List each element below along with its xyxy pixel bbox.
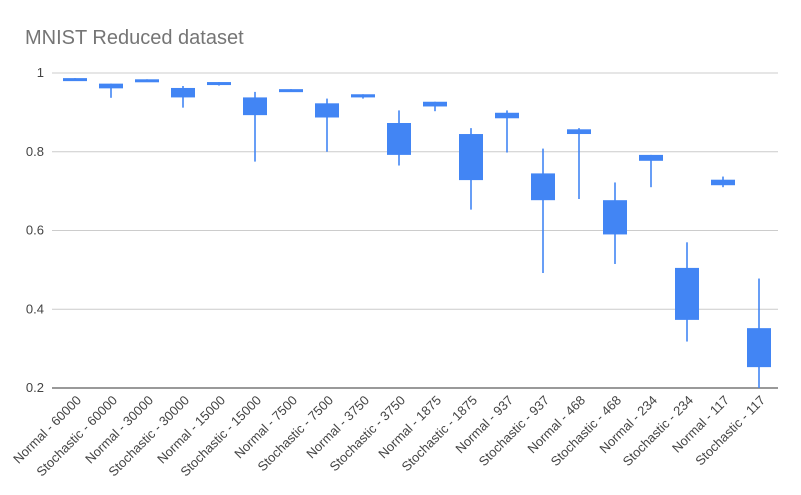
candle-body [711, 179, 735, 186]
y-tick-label: 0.8 [26, 144, 44, 159]
candle-body [315, 103, 339, 118]
candlestick [747, 278, 771, 388]
y-tick-label: 0.6 [26, 223, 44, 238]
candlestick [243, 91, 267, 162]
candle-body [423, 101, 447, 107]
candlestick [351, 94, 375, 99]
candlestick [315, 98, 339, 152]
gridlines [52, 72, 778, 389]
candlestick [387, 110, 411, 166]
candle-body [459, 134, 483, 181]
candlestick [63, 78, 87, 82]
candle-body [567, 129, 591, 135]
candlestick [459, 128, 483, 210]
candle-body [99, 83, 123, 89]
chart-title: MNIST Reduced dataset [25, 27, 244, 49]
candlestick [639, 154, 663, 188]
candle-body [171, 87, 195, 98]
candle-body [387, 123, 411, 155]
candlestick [171, 85, 195, 108]
candlestick [603, 182, 627, 264]
candlestick [279, 89, 303, 93]
candle-body [531, 173, 555, 201]
candle-body [351, 94, 375, 98]
candle-body [603, 200, 627, 235]
candle-body [279, 89, 303, 93]
candle-body [63, 78, 87, 82]
candlestick [711, 176, 735, 188]
y-axis-ticks: 0.2 0.4 0.6 0.8 1 [26, 65, 44, 395]
candlestick [567, 128, 591, 199]
candlestick [99, 83, 123, 98]
candlestick [423, 101, 447, 112]
candle-body [243, 97, 267, 116]
candle-body [207, 82, 231, 86]
y-tick-label: 1 [37, 65, 44, 80]
candlestick [135, 79, 159, 83]
candlesticks [63, 78, 771, 388]
candlestick [495, 110, 519, 153]
candle-body [135, 79, 159, 83]
y-tick-label: 0.4 [26, 301, 44, 316]
candlestick [531, 148, 555, 274]
y-tick-label: 0.2 [26, 380, 44, 395]
candlestick [207, 82, 231, 86]
candlestick [675, 242, 699, 342]
candle-body [495, 112, 519, 119]
candle-body [639, 154, 663, 161]
candle-body [675, 267, 699, 320]
candle-body [747, 328, 771, 368]
